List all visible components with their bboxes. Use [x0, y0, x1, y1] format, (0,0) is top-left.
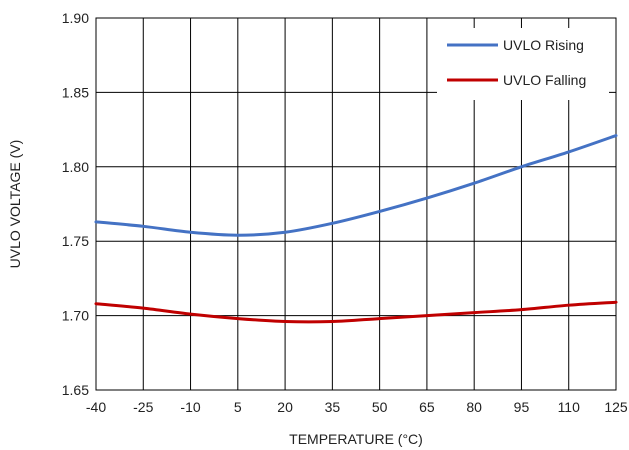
series-line-uvlo-falling	[94, 300, 618, 324]
x-axis-tick-labels: -40 -25 -10 5 20 35 50 65 80 95 110 125	[86, 399, 628, 415]
x-tick-label: 80	[466, 399, 482, 415]
x-tick-label: 35	[325, 399, 341, 415]
x-tick-label: 95	[514, 399, 530, 415]
x-tick-label: -40	[86, 399, 106, 415]
x-axis-title: TEMPERATURE (°C)	[289, 431, 423, 447]
y-axis-tick-labels: 1.65 1.70 1.75 1.80 1.85 1.90	[62, 10, 89, 398]
series-lines	[94, 134, 618, 324]
x-tick-label: 110	[558, 399, 581, 415]
legend-label-uvlo-falling: UVLO Falling	[503, 72, 586, 88]
x-tick-label: 125	[604, 399, 628, 415]
y-tick-label: 1.70	[62, 308, 89, 324]
y-tick-label: 1.75	[62, 233, 89, 249]
y-tick-label: 1.80	[62, 159, 89, 175]
x-tick-label: 65	[419, 399, 435, 415]
series-line-uvlo-rising	[94, 134, 618, 237]
x-tick-label: -25	[133, 399, 153, 415]
x-tick-label: -10	[180, 399, 200, 415]
y-tick-label: 1.65	[62, 382, 89, 398]
x-tick-label: 5	[234, 399, 242, 415]
x-tick-label: 20	[277, 399, 293, 415]
plot-area-border	[95, 17, 617, 391]
y-tick-label: 1.85	[62, 84, 89, 100]
y-tick-label: 1.90	[62, 10, 89, 26]
y-axis-title: UVLO VOLTAGE (V)	[7, 140, 23, 269]
x-tick-label: 50	[372, 399, 388, 415]
legend: UVLO Rising UVLO Falling	[437, 28, 609, 100]
legend-label-uvlo-rising: UVLO Rising	[503, 37, 584, 53]
legend-background	[437, 28, 609, 100]
